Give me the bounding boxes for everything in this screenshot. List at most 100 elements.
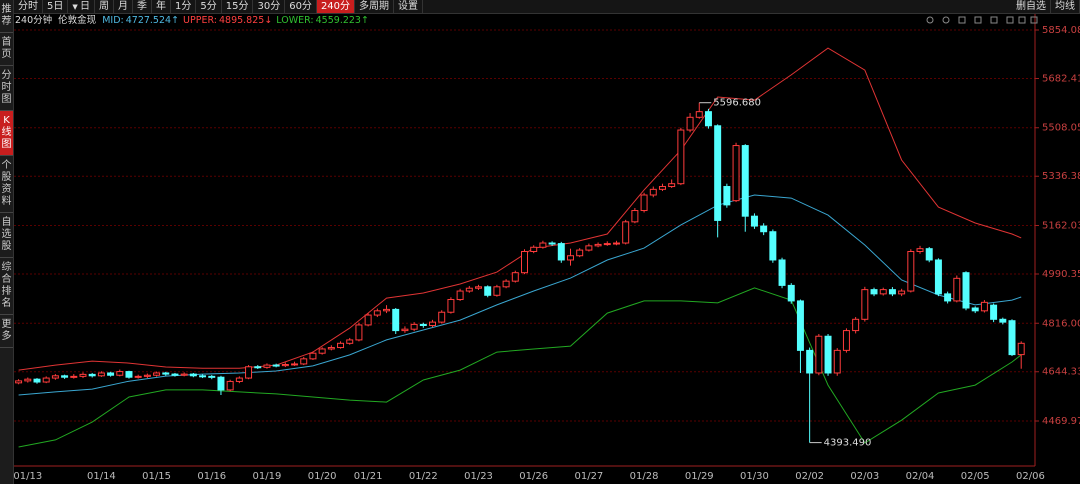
candle-body: [521, 250, 528, 274]
candle-body: [962, 272, 970, 309]
y-tick-label: 5336.387: [1042, 171, 1080, 182]
period-tab[interactable]: 60分: [285, 0, 317, 13]
candle-body: [226, 380, 234, 391]
period-tab[interactable]: 5分: [196, 0, 222, 13]
x-tick-label: 01/23: [464, 471, 493, 482]
candle-body: [456, 290, 464, 301]
annotation: 5596.680: [713, 98, 761, 109]
period-tab[interactable]: 年: [152, 0, 171, 13]
y-tick-label: 4644.33: [1042, 367, 1080, 378]
indicator-label: MID:: [102, 15, 124, 26]
indicator: UPPER: 4895.825↓: [183, 15, 272, 26]
candle-body: [1017, 342, 1025, 356]
candle-body: [410, 323, 418, 330]
sidebar-item[interactable]: 综合排名: [0, 258, 13, 315]
candle-body: [429, 321, 437, 327]
sidebar-item[interactable]: 个股资料: [0, 156, 13, 213]
candle-body: [603, 243, 611, 246]
period-tab[interactable]: 季: [133, 0, 152, 13]
x-tick-label: 01/22: [409, 471, 438, 482]
period-tab[interactable]: 5日: [43, 0, 69, 13]
candle-body: [576, 249, 584, 257]
candle-body: [208, 375, 216, 378]
toolbar: 分时 5日 ▼ 日周月季年 1分 5分 15分 30分 60分 240分 多周期 设置 删自选 均线: [14, 0, 1080, 14]
candle-body: [383, 308, 391, 312]
toolbar-button[interactable]: 均线: [1051, 0, 1080, 13]
period-tab[interactable]: 分时: [14, 0, 43, 13]
sidebar-item[interactable]: 首页: [0, 33, 13, 66]
period-tab[interactable]: 15分: [222, 0, 254, 13]
candle-body: [245, 366, 253, 379]
candle-body: [24, 378, 32, 382]
candle-body: [916, 248, 924, 252]
candle-body: [999, 318, 1007, 323]
dropdown-arrow: ▼: [72, 3, 80, 11]
period-tab[interactable]: 30分: [253, 0, 286, 13]
candle-body: [714, 125, 722, 221]
candle-body: [631, 210, 639, 223]
x-tick-label: 01/26: [519, 471, 548, 482]
candle-body: [925, 248, 933, 261]
candle-body: [33, 378, 41, 383]
candle-body: [971, 307, 979, 312]
x-tick-label: 01/27: [574, 471, 603, 482]
y-tick-label: 4816.003: [1042, 318, 1080, 329]
candle-body: [438, 311, 446, 323]
x-tick-label: 02/06: [1016, 471, 1045, 482]
toolbar-button[interactable]: 删自选: [1012, 0, 1051, 13]
candle-body: [622, 221, 630, 244]
tool-icon: [1030, 16, 1038, 24]
candle-body: [732, 145, 740, 202]
candle-body: [484, 286, 492, 296]
candle-body: [557, 243, 565, 261]
sidebar-item[interactable]: 推荐: [0, 0, 13, 33]
band-line: [18, 47, 1022, 371]
candle-body: [447, 299, 455, 313]
candle-body: [143, 374, 151, 377]
candle-body: [649, 188, 657, 196]
candle-body: [107, 372, 115, 376]
sidebar-item[interactable]: 分时图: [0, 66, 13, 111]
period-tab[interactable]: 240分: [316, 0, 356, 13]
tool-icon: [990, 16, 998, 24]
indicator-value: 4559.223: [315, 15, 361, 26]
period-tab[interactable]: 多周期: [355, 0, 395, 13]
period-tab[interactable]: ▼ 日: [68, 0, 95, 13]
candle-body: [281, 363, 289, 367]
symbol: 伦敦金现: [58, 15, 97, 26]
sidebar-item[interactable]: 更多: [0, 315, 13, 348]
indicator-value: 4895.825: [218, 15, 265, 26]
candle-body: [235, 377, 243, 382]
candle-body: [539, 242, 547, 248]
candle-body: [153, 372, 161, 376]
x-tick-label: 01/16: [197, 471, 226, 482]
y-tick-label: 5508.055: [1042, 123, 1080, 134]
candle-body: [879, 289, 887, 295]
tool-icon: [1006, 16, 1014, 24]
candle-body: [585, 245, 593, 251]
period-tab[interactable]: 月: [114, 0, 133, 13]
x-tick-label: 01/28: [630, 471, 659, 482]
candle-body: [171, 373, 179, 376]
candle-body: [364, 314, 372, 326]
candle-body: [346, 339, 354, 344]
candle-body: [842, 330, 850, 351]
candle-body: [567, 255, 574, 261]
period-tab[interactable]: 1分: [171, 0, 197, 13]
period-tab[interactable]: 设置: [394, 0, 424, 13]
indicator-value: 4727.524: [125, 15, 172, 26]
candle-body: [594, 243, 602, 247]
indicator-info: 240分钟 伦敦金现 MID: 4727.524↑ UPPER: 4895.825↓ L…: [15, 14, 373, 27]
candle-body: [475, 286, 482, 289]
candle-body: [134, 375, 142, 378]
candle-body: [852, 318, 860, 332]
sidebar-item[interactable]: K线图: [0, 111, 13, 156]
x-tick-label: 02/03: [850, 471, 879, 482]
x-tick-label: 02/04: [906, 471, 935, 482]
candle-body: [806, 349, 814, 374]
toolbar-right: 删自选 均线: [1012, 0, 1080, 13]
annotation: 4393.490: [824, 438, 872, 449]
period-tab[interactable]: 周: [95, 0, 114, 13]
sidebar-item[interactable]: 自选股: [0, 213, 13, 258]
